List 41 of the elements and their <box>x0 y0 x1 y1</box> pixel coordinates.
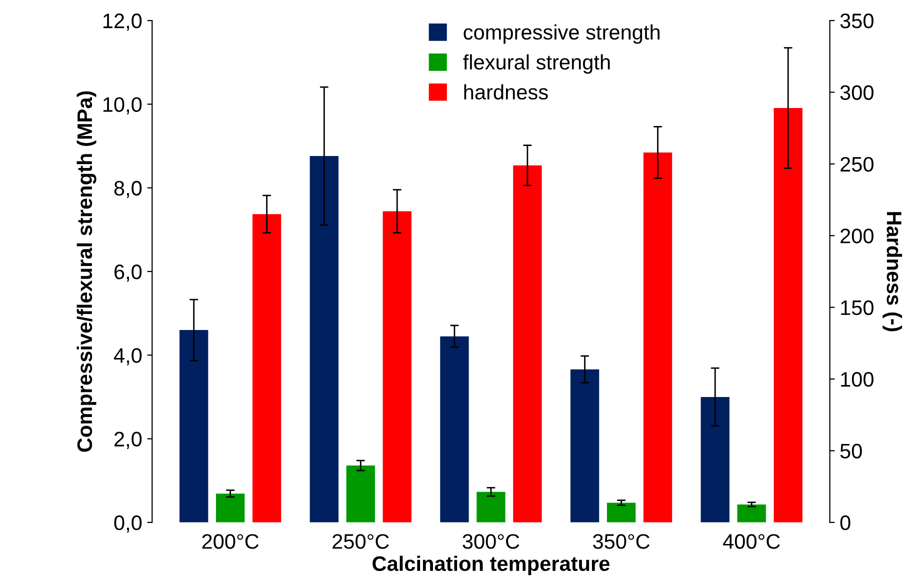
y2-tick-label: 300 <box>840 85 874 100</box>
bar <box>513 165 542 522</box>
bar <box>606 502 636 522</box>
y2-tick-label: 200 <box>840 228 874 244</box>
y-tick-label: 2,0 <box>114 432 142 449</box>
y2-tick-label: 0 <box>840 515 850 530</box>
bar <box>179 330 208 522</box>
y2-tick-label: 250 <box>840 156 874 172</box>
y-tick-label: 4,0 <box>114 348 142 366</box>
bar <box>346 466 375 522</box>
bar <box>643 152 672 522</box>
x-tick-label: 350°C <box>593 534 650 549</box>
bar <box>216 494 245 522</box>
legend-label: compressive strength <box>464 24 660 44</box>
x-axis-title: Calcination temperature <box>372 556 610 576</box>
y-tick-label: 6,0 <box>114 264 142 282</box>
x-tick-label: 300°C <box>462 534 520 549</box>
x-tick-label: 200°C <box>202 534 259 549</box>
x-tick-label: 400°C <box>723 534 780 549</box>
bar <box>737 504 766 522</box>
bar <box>476 492 506 522</box>
bar <box>382 211 412 522</box>
y2-tick-label: 150 <box>841 300 874 316</box>
y2-tick-label: 100 <box>841 372 874 387</box>
x-tick-label: 250°C <box>332 534 389 549</box>
y-axis-title: Compressive/flexural strength (MPa) <box>76 91 96 452</box>
y2-tick-label: 350 <box>840 14 874 28</box>
bar <box>774 108 802 522</box>
bar <box>310 156 338 522</box>
bar <box>440 336 469 522</box>
y-tick-label: 10,0 <box>103 97 142 114</box>
y2-axis-title: Hardness (-) <box>882 212 902 332</box>
y-tick-label: 12,0 <box>103 14 142 31</box>
legend-label: hardness <box>464 84 548 100</box>
y2-tick-label: 50 <box>840 444 862 458</box>
y-tick-label: 0,0 <box>114 515 142 533</box>
bar <box>570 369 600 522</box>
y-tick-label: 8,0 <box>114 180 142 198</box>
legend-label: flexural strength <box>463 54 610 74</box>
bar <box>252 214 282 522</box>
bar <box>700 396 730 522</box>
